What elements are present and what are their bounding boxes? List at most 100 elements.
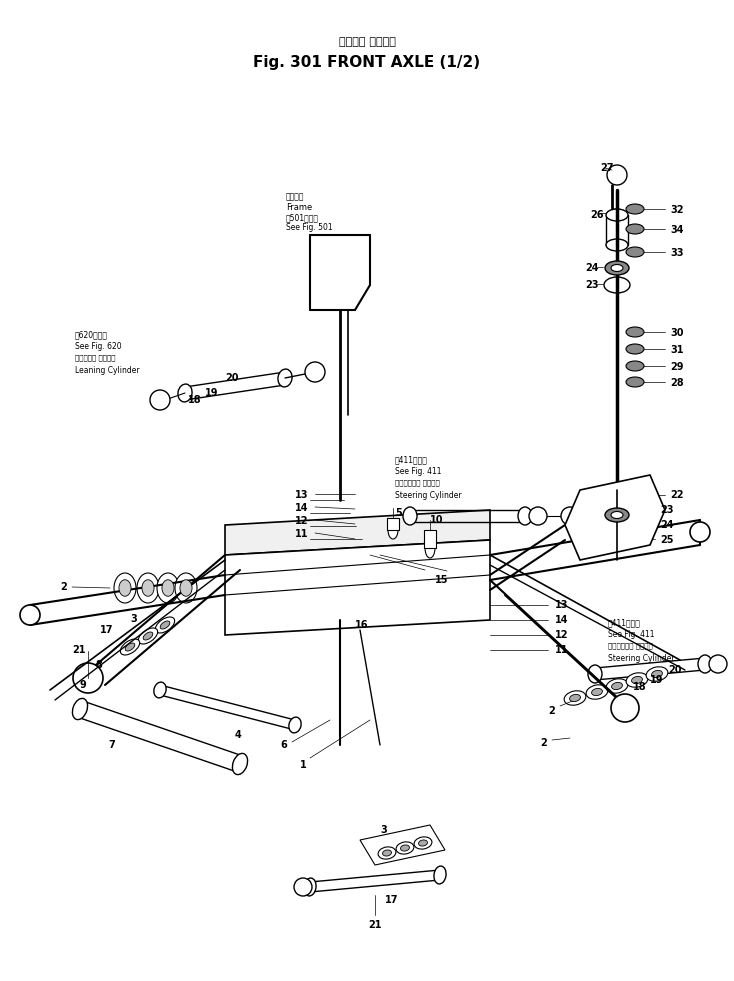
Text: 13: 13: [555, 600, 569, 610]
Ellipse shape: [606, 239, 628, 251]
Text: 14: 14: [555, 615, 569, 625]
Text: フロント アクスル: フロント アクスル: [338, 37, 396, 47]
Ellipse shape: [592, 689, 603, 696]
Ellipse shape: [631, 676, 642, 684]
Text: 7: 7: [108, 740, 115, 750]
Circle shape: [73, 663, 103, 693]
Ellipse shape: [157, 573, 179, 603]
Ellipse shape: [388, 521, 398, 539]
Circle shape: [611, 694, 639, 722]
Text: Fig. 301 FRONT AXLE (1/2): Fig. 301 FRONT AXLE (1/2): [253, 55, 481, 70]
Circle shape: [20, 605, 40, 625]
Text: 12: 12: [295, 516, 308, 526]
Ellipse shape: [611, 683, 622, 690]
Ellipse shape: [143, 632, 153, 640]
Ellipse shape: [588, 665, 602, 683]
Text: See Fig. 501: See Fig. 501: [286, 223, 333, 232]
Ellipse shape: [564, 691, 586, 705]
Ellipse shape: [626, 673, 648, 688]
Ellipse shape: [289, 717, 301, 733]
Ellipse shape: [606, 209, 628, 221]
Text: 33: 33: [670, 248, 683, 258]
Text: 32: 32: [670, 205, 683, 215]
Text: 第620図参照: 第620図参照: [75, 330, 108, 339]
Text: 10: 10: [430, 515, 443, 525]
Text: 30: 30: [670, 328, 683, 338]
Ellipse shape: [142, 580, 154, 596]
Text: 21: 21: [368, 920, 382, 930]
Text: 24: 24: [585, 263, 598, 273]
Text: 23: 23: [660, 505, 674, 515]
Polygon shape: [185, 372, 285, 400]
Text: 27: 27: [600, 163, 614, 173]
Text: 12: 12: [555, 630, 569, 640]
Text: 11: 11: [295, 529, 308, 539]
Ellipse shape: [138, 628, 158, 644]
Circle shape: [150, 390, 170, 410]
Polygon shape: [360, 825, 445, 865]
Text: 6: 6: [280, 740, 287, 750]
Text: See Fig. 411: See Fig. 411: [395, 467, 441, 476]
Circle shape: [607, 165, 627, 185]
Ellipse shape: [278, 369, 292, 387]
Ellipse shape: [156, 617, 175, 633]
Ellipse shape: [605, 261, 629, 275]
Ellipse shape: [233, 753, 247, 775]
Ellipse shape: [698, 655, 712, 673]
Ellipse shape: [626, 247, 644, 257]
Ellipse shape: [626, 327, 644, 337]
Ellipse shape: [160, 621, 170, 629]
Text: 20: 20: [225, 373, 239, 383]
Text: 22: 22: [670, 490, 683, 500]
Text: 9: 9: [80, 680, 87, 690]
Ellipse shape: [378, 847, 396, 859]
Text: 13: 13: [295, 490, 308, 500]
Text: 26: 26: [590, 210, 603, 220]
Text: 23: 23: [585, 280, 598, 290]
Bar: [424, 530, 436, 548]
Ellipse shape: [114, 573, 136, 603]
Text: 29: 29: [670, 362, 683, 372]
Ellipse shape: [120, 639, 139, 655]
Ellipse shape: [626, 361, 644, 371]
Text: Leaning Cylinder: Leaning Cylinder: [75, 366, 139, 375]
Ellipse shape: [607, 209, 627, 221]
Ellipse shape: [162, 580, 174, 596]
Text: 5: 5: [395, 508, 401, 518]
Text: 16: 16: [355, 620, 368, 630]
Text: 1: 1: [300, 760, 307, 770]
Circle shape: [561, 507, 579, 525]
Ellipse shape: [418, 840, 427, 846]
Ellipse shape: [626, 224, 644, 234]
Bar: [387, 518, 399, 530]
Text: 2: 2: [540, 738, 547, 748]
Ellipse shape: [178, 384, 192, 402]
Text: Frame: Frame: [286, 203, 312, 212]
Ellipse shape: [401, 845, 410, 852]
Text: 2: 2: [60, 582, 67, 592]
Ellipse shape: [604, 492, 630, 507]
Text: 第411図参照: 第411図参照: [608, 618, 641, 627]
Text: See Fig. 620: See Fig. 620: [75, 342, 122, 351]
Text: 18: 18: [633, 682, 647, 692]
Text: See Fig. 411: See Fig. 411: [608, 630, 655, 639]
Text: 3: 3: [130, 614, 137, 624]
Text: リーニング シリンダ: リーニング シリンダ: [75, 354, 115, 361]
Text: 17: 17: [100, 625, 114, 635]
Bar: [606, 215, 628, 245]
Text: 17: 17: [385, 895, 399, 905]
Ellipse shape: [611, 511, 623, 519]
Ellipse shape: [119, 580, 131, 596]
Text: 2: 2: [548, 706, 555, 716]
Text: ステアリング シリンダ: ステアリング シリンダ: [608, 642, 653, 648]
Text: ステアリング シリンダ: ステアリング シリンダ: [395, 479, 440, 486]
Ellipse shape: [586, 685, 608, 699]
Text: 20: 20: [668, 665, 681, 675]
Text: 31: 31: [670, 345, 683, 355]
Ellipse shape: [304, 878, 316, 896]
Ellipse shape: [434, 866, 446, 884]
Text: 21: 21: [72, 645, 85, 655]
Ellipse shape: [652, 670, 662, 678]
Text: Steering Cylinder: Steering Cylinder: [608, 654, 675, 663]
Text: 24: 24: [660, 520, 674, 530]
